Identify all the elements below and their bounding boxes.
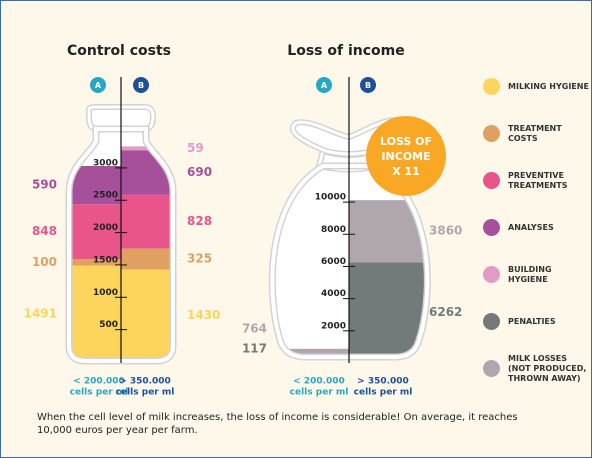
- category-description: cells per ml: [354, 388, 413, 398]
- legend-item: PENALTIES: [483, 298, 591, 345]
- value-label: 1491: [24, 306, 57, 320]
- annotation: X 11: [392, 165, 420, 178]
- y-tick-label: 4000: [321, 289, 346, 299]
- legend-swatch: [483, 125, 500, 142]
- y-tick-label: 10000: [315, 193, 346, 203]
- legend-swatch: [483, 172, 500, 189]
- category-description: cells per ml: [116, 388, 175, 398]
- bar-segment: [121, 248, 173, 269]
- legend-item: MILK LOSSES (NOT PRODUCED, THROWN AWAY): [483, 345, 591, 392]
- annotation: LOSS OF: [380, 135, 432, 148]
- value-label: 59: [187, 141, 204, 155]
- value-label: 764: [242, 322, 267, 336]
- chart-title: Control costs: [67, 43, 171, 59]
- y-tick-label: 2000: [93, 223, 118, 233]
- chart-title: Loss of income: [287, 43, 404, 59]
- y-tick-label: 3000: [93, 158, 118, 168]
- category-description: < 200.000: [293, 377, 345, 387]
- y-tick-label: 6000: [321, 257, 346, 267]
- y-tick-label: 8000: [321, 225, 346, 235]
- category-label: A: [321, 81, 328, 90]
- legend-swatch: [483, 313, 500, 330]
- legend-label: MILKING HYGIENE: [508, 82, 589, 92]
- y-tick-label: 2000: [321, 321, 346, 331]
- legend-swatch: [483, 219, 500, 236]
- note: When the cell level of milk increases, t…: [37, 411, 537, 437]
- category-label: A: [95, 81, 102, 90]
- category-description: > 350.000: [357, 377, 409, 387]
- y-tick-label: 1500: [93, 255, 118, 265]
- value-label: 828: [187, 214, 212, 228]
- bar-segment: [271, 361, 349, 363]
- value-label: 1430: [187, 308, 220, 322]
- category-description: < 200.000: [73, 377, 125, 387]
- legend-label: PREVENTIVE TREATMENTS: [508, 171, 591, 191]
- value-label: 6262: [429, 305, 462, 319]
- legend-item: TREATMENT COSTS: [483, 110, 591, 157]
- legend-label: ANALYSES: [508, 223, 554, 233]
- y-tick-label: 500: [99, 320, 118, 330]
- category-description: > 350.000: [119, 377, 171, 387]
- bar-segment: [69, 266, 121, 362]
- legend-item: PREVENTIVE TREATMENTS: [483, 157, 591, 204]
- category-label: B: [365, 81, 371, 90]
- legend-item: ANALYSES: [483, 204, 591, 251]
- value-label: 325: [187, 251, 212, 265]
- bar-segment: [121, 195, 173, 249]
- y-tick-label: 2500: [93, 191, 118, 201]
- legend-item: MILKING HYGIENE: [483, 63, 591, 110]
- legend-swatch: [483, 78, 500, 95]
- category-label: B: [138, 81, 144, 90]
- value-label: 590: [32, 178, 57, 192]
- bar-segment: [121, 269, 173, 362]
- value-label: 100: [32, 255, 57, 269]
- y-tick-label: 1000: [93, 288, 118, 298]
- legend-swatch: [483, 360, 500, 377]
- value-label: 3860: [429, 224, 462, 238]
- value-label: 690: [187, 165, 212, 179]
- value-label: 848: [32, 224, 57, 238]
- infographic: Control costsA< 200.000cells per mlB> 35…: [0, 0, 592, 458]
- legend-label: BUILDING HYGIENE: [508, 265, 591, 285]
- category-description: cells per ml: [290, 388, 349, 398]
- value-label: 117: [242, 342, 267, 356]
- legend-label: TREATMENT COSTS: [508, 124, 591, 144]
- legend-swatch: [483, 266, 500, 283]
- legend-label: PENALTIES: [508, 317, 556, 327]
- legend-item: BUILDING HYGIENE: [483, 251, 591, 298]
- annotation: INCOME: [381, 150, 430, 163]
- legend-label: MILK LOSSES (NOT PRODUCED, THROWN AWAY): [508, 354, 591, 384]
- legend: MILKING HYGIENE TREATMENT COSTS PREVENTIVE…: [483, 63, 591, 392]
